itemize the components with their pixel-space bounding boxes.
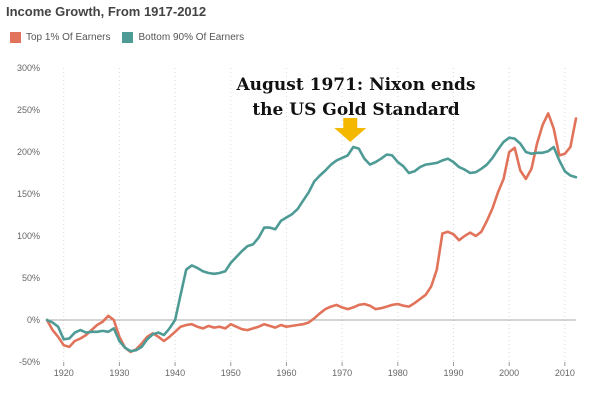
annotation-arrow xyxy=(334,118,367,142)
y-tick-label-300%: 300% xyxy=(17,63,40,73)
legend-item-top-1: Top 1% Of Earners xyxy=(10,32,110,43)
x-tick-label-1930: 1930 xyxy=(109,368,129,378)
annotation-text-line-2: the US Gold Standard xyxy=(252,100,459,120)
x-tick-label-1960: 1960 xyxy=(276,368,296,378)
y-tick-label-50%: 50% xyxy=(22,273,40,283)
legend-item-bottom-90: Bottom 90% Of Earners xyxy=(122,32,244,43)
x-tick-label-1980: 1980 xyxy=(388,368,408,378)
x-tick-label-1970: 1970 xyxy=(332,368,352,378)
chart-legend: Top 1% Of Earners Bottom 90% Of Earners xyxy=(10,32,256,43)
annotation-text-line-1: August 1971: Nixon ends xyxy=(235,75,475,95)
y-tick-label--50%: -50% xyxy=(19,357,40,367)
legend-label-bottom-90: Bottom 90% Of Earners xyxy=(138,32,245,43)
x-tick-label-1990: 1990 xyxy=(443,368,463,378)
series-line-top-1 xyxy=(45,112,578,354)
chart-title: Income Growth, From 1917-2012 xyxy=(6,4,207,19)
x-tick-label-2010: 2010 xyxy=(555,368,575,378)
x-tick-label-1920: 1920 xyxy=(54,368,74,378)
y-tick-label-100%: 100% xyxy=(17,231,40,241)
y-tick-label-0%: 0% xyxy=(27,315,40,325)
y-tick-label-150%: 150% xyxy=(17,189,40,199)
legend-swatch-bottom-90 xyxy=(122,32,134,43)
y-tick-label-250%: 250% xyxy=(17,105,40,115)
x-tick-label-2000: 2000 xyxy=(499,368,519,378)
legend-label-top-1: Top 1% Of Earners xyxy=(26,32,111,43)
x-tick-label-1950: 1950 xyxy=(221,368,241,378)
series-line-bottom-90 xyxy=(45,136,578,353)
y-tick-label-200%: 200% xyxy=(17,147,40,157)
x-tick-label-1940: 1940 xyxy=(165,368,185,378)
legend-swatch-top-1 xyxy=(10,32,21,43)
